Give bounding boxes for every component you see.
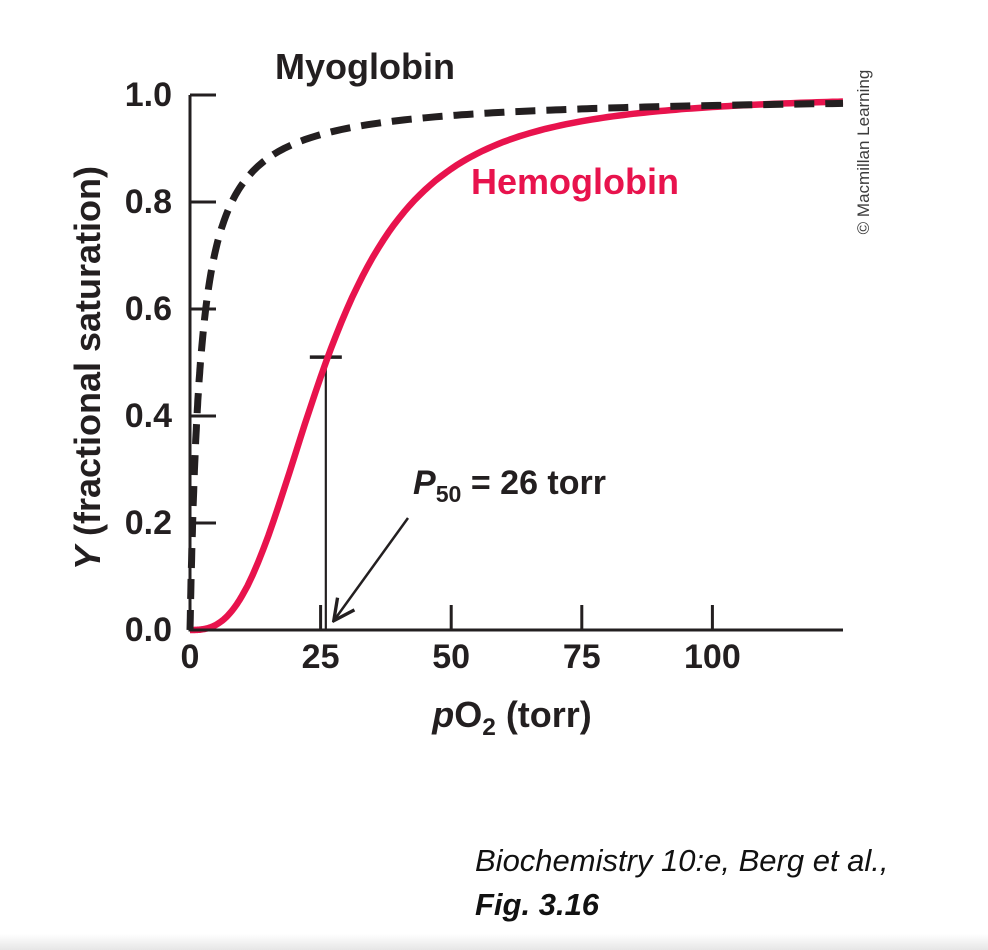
x-axis-label-symbol: p	[432, 694, 455, 735]
bottom-edge-shade	[0, 934, 988, 950]
y-tick-label-0.4: 0.4	[124, 397, 172, 435]
x-axis-label: pO2 (torr)	[397, 694, 627, 740]
y-tick-label-0.2: 0.2	[124, 504, 172, 542]
p50-value-text: = 26 torr	[461, 464, 606, 502]
p50-subscript: 50	[435, 480, 462, 507]
x-tick-label-25: 25	[301, 638, 340, 676]
x-tick-label-0: 0	[180, 638, 200, 676]
axes	[188, 95, 843, 632]
x-axis-label-main: O	[454, 694, 483, 735]
hemoglobin-curve-label: Hemoglobin	[471, 161, 679, 202]
y-tick-label-1.0: 1.0	[124, 76, 172, 114]
x-axis-label-subscript: 2	[482, 714, 496, 742]
y-tick-label-0.0: 0.0	[124, 611, 172, 649]
y-tick-label-0.8: 0.8	[124, 183, 172, 221]
plot-canvas	[186, 93, 844, 634]
y-tick-label-0.6: 0.6	[124, 290, 172, 328]
myoglobin-curve	[186, 99, 844, 631]
p50-annotation-label: P50 = 26 torr	[413, 464, 606, 505]
p50-arrow	[335, 517, 410, 619]
caption-figure-number: Fig. 3.16	[475, 887, 600, 922]
figure-caption: Biochemistry 10:e, Berg et al., Fig. 3.1…	[475, 839, 889, 927]
x-tick-label-100: 100	[684, 638, 741, 676]
myoglobin-curve-label: Myoglobin	[275, 46, 455, 87]
x-tick-label-75: 75	[562, 638, 601, 676]
x-tick-label-50: 50	[432, 638, 471, 676]
y-axis-label-symbol: Y	[67, 546, 108, 571]
p50-symbol: P	[413, 464, 436, 502]
y-axis-label-text: (fractional saturation)	[67, 165, 108, 547]
caption-source: Biochemistry 10:e, Berg et al.,	[475, 843, 889, 878]
oxygen-binding-chart: Myoglobin Hemoglobin P50 = 26 torr Y (fr…	[67, 46, 873, 740]
copyright-notice: © Macmillan Learning	[854, 69, 873, 235]
x-axis-label-unit: (torr)	[495, 694, 592, 735]
